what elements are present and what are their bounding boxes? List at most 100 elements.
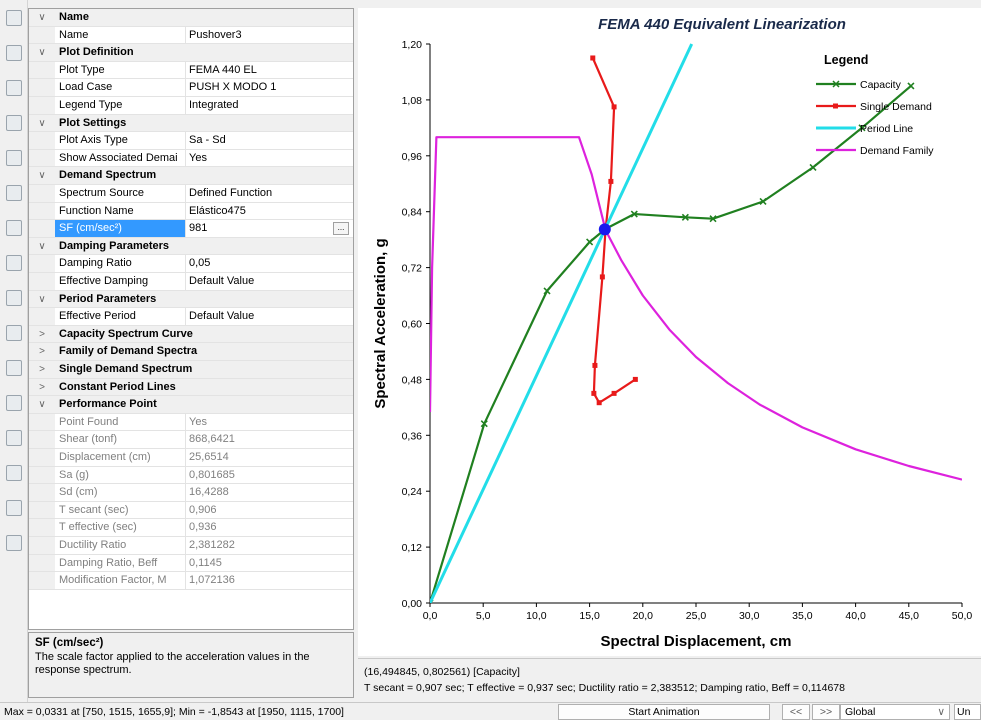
grid-property-row[interactable]: Effective Period Default Value — [29, 308, 353, 326]
grid-property-row[interactable]: Sa (g) 0,801685 — [29, 466, 353, 485]
grid-property-row[interactable]: Displacement (cm) 25,6514 — [29, 449, 353, 467]
ellipsis-button[interactable]: ... — [333, 222, 349, 236]
spring-icon[interactable] — [6, 290, 22, 306]
property-name: Point Found — [55, 413, 186, 431]
series-demand-family — [430, 136, 962, 481]
category-label: Damping Parameters — [59, 239, 170, 252]
grid-property-row[interactable]: Function Name Elástico475 — [29, 202, 353, 221]
x-tick-label: 5,0 — [476, 610, 491, 622]
grid-property-row[interactable]: Show Associated Demai Yes — [29, 149, 353, 168]
property-value[interactable]: PUSH X MODO 1 — [189, 81, 277, 94]
property-value: 868,6421 — [189, 433, 235, 446]
units-select[interactable]: Un — [954, 704, 981, 720]
grid-icon[interactable] — [6, 430, 22, 446]
property-value[interactable]: Default Value — [189, 275, 255, 287]
expand-chevron-icon[interactable]: ∨ — [29, 396, 55, 413]
grid-category-row[interactable]: ∨ Demand Spectrum — [29, 167, 353, 185]
grid-category-row[interactable]: ∨ Plot Settings — [29, 114, 353, 133]
grid-property-row[interactable]: Spectrum Source Defined Function — [29, 185, 353, 203]
edit-icon[interactable] — [6, 535, 22, 551]
expand-chevron-icon[interactable]: ∨ — [29, 44, 55, 61]
x-tick-label: 0,0 — [423, 610, 438, 622]
grid-category-row[interactable]: > Single Demand Spectrum — [29, 361, 353, 379]
grid-property-row[interactable]: SF (cm/sec²) 981... — [29, 220, 353, 238]
property-grid[interactable]: ∨ Name Name Pushover3 ∨ Plot Definition Plot T… — [28, 8, 354, 630]
grid-category-row[interactable]: > Family of Demand Spectra — [29, 343, 353, 361]
coordinate-system-select[interactable]: Global ∨ — [840, 704, 950, 720]
property-value[interactable]: Yes — [189, 151, 207, 164]
grid-property-row[interactable]: Damping Ratio 0,05 — [29, 255, 353, 273]
property-value[interactable]: Default Value — [189, 310, 255, 323]
grid-category-row[interactable]: ∨ Name — [29, 9, 353, 27]
previous-button[interactable]: << — [782, 704, 810, 720]
section-icon[interactable] — [6, 360, 22, 376]
assign-icon[interactable] — [6, 395, 22, 411]
grid-property-row[interactable]: Point Found Yes — [29, 413, 353, 432]
display-icon[interactable] — [6, 465, 22, 481]
expand-chevron-icon[interactable]: ∨ — [29, 9, 55, 26]
property-name: Effective Damping — [55, 273, 186, 290]
deformed-icon[interactable] — [6, 500, 22, 516]
frame-icon[interactable] — [6, 150, 22, 166]
property-value[interactable]: 0,05 — [189, 257, 211, 270]
property-value[interactable]: Defined Function — [189, 187, 273, 199]
link-icon[interactable] — [6, 255, 22, 271]
grid-property-row[interactable]: Load Case PUSH X MODO 1 — [29, 79, 353, 97]
legend-label: Period Line — [860, 123, 913, 135]
property-value[interactable]: Pushover3 — [189, 28, 242, 41]
collapse-chevron-icon[interactable]: > — [29, 325, 55, 343]
grid-category-row[interactable]: > Constant Period Lines — [29, 378, 353, 397]
expand-chevron-icon[interactable]: ∨ — [29, 237, 55, 255]
grid-property-row[interactable]: Ductility Ratio 2,381282 — [29, 537, 353, 555]
rubber-band-icon[interactable] — [6, 80, 22, 96]
collapse-chevron-icon[interactable]: > — [29, 343, 55, 360]
chart-svg[interactable]: FEMA 440 Equivalent Linearization 0,00 0,1… — [358, 8, 981, 656]
grid-property-row[interactable]: Shear (tonf) 868,6421 — [29, 431, 353, 449]
grid-category-row[interactable]: ∨ Damping Parameters — [29, 237, 353, 256]
fema440-plot[interactable]: FEMA 440 Equivalent Linearization 0,00 0,1… — [358, 8, 981, 656]
next-button[interactable]: >> — [812, 704, 840, 720]
collapse-chevron-icon[interactable]: > — [29, 361, 55, 378]
expand-chevron-icon[interactable]: ∨ — [29, 114, 55, 132]
grid-property-row[interactable]: Sd (cm) 16,4288 — [29, 484, 353, 502]
grid-property-row[interactable]: Legend Type Integrated — [29, 97, 353, 115]
y-tick-label: 0,36 — [402, 430, 423, 442]
grid-property-row[interactable]: Damping Ratio, Beff 0,1145 — [29, 554, 353, 573]
grid-property-row[interactable]: Modification Factor, M 1,072136 — [29, 572, 353, 590]
grid-category-row[interactable]: ∨ Plot Definition — [29, 44, 353, 62]
property-value[interactable]: 981 — [189, 222, 208, 235]
solid-icon[interactable] — [6, 220, 22, 236]
property-value[interactable]: FEMA 440 EL — [189, 63, 257, 76]
legend-label: Capacity — [860, 79, 902, 91]
data-point — [608, 178, 614, 184]
select-icon[interactable] — [6, 45, 22, 61]
expand-chevron-icon[interactable]: ∨ — [29, 167, 55, 184]
grid-property-row[interactable]: Plot Axis Type Sa - Sd — [29, 132, 353, 150]
grid-category-row[interactable]: ∨ Performance Point — [29, 396, 353, 414]
grid-category-row[interactable]: ∨ Period Parameters — [29, 290, 353, 309]
property-name: SF (cm/sec²) — [55, 220, 186, 237]
grid-property-row[interactable]: Name Pushover3 — [29, 26, 353, 45]
grid-category-row[interactable]: > Capacity Spectrum Curve — [29, 325, 353, 344]
grid-property-row[interactable]: Plot Type FEMA 440 EL — [29, 61, 353, 80]
expand-chevron-icon[interactable]: ∨ — [29, 290, 55, 308]
property-value[interactable]: Sa - Sd — [189, 134, 226, 147]
grid-property-row[interactable]: T effective (sec) 0,936 — [29, 519, 353, 537]
restraint-icon[interactable] — [6, 325, 22, 341]
property-value: 2,381282 — [189, 539, 235, 551]
y-tick-label: 0,24 — [402, 486, 423, 498]
draw-line-icon[interactable] — [6, 10, 22, 26]
start-animation-button[interactable]: Start Animation — [558, 704, 770, 720]
grid-property-row[interactable]: Effective Damping Default Value — [29, 273, 353, 291]
x-tick-label: 10,0 — [526, 610, 547, 622]
table-icon[interactable] — [6, 115, 22, 131]
shell-icon[interactable] — [6, 185, 22, 201]
property-value[interactable]: Elástico475 — [189, 204, 246, 217]
grid-property-row[interactable]: T secant (sec) 0,906 — [29, 501, 353, 520]
collapse-chevron-icon[interactable]: > — [29, 378, 55, 396]
x-tick-label: 45,0 — [899, 610, 920, 622]
row-gutter — [29, 431, 55, 448]
property-value[interactable]: Integrated — [189, 99, 239, 111]
series-line — [430, 85, 912, 603]
row-gutter — [29, 519, 55, 536]
